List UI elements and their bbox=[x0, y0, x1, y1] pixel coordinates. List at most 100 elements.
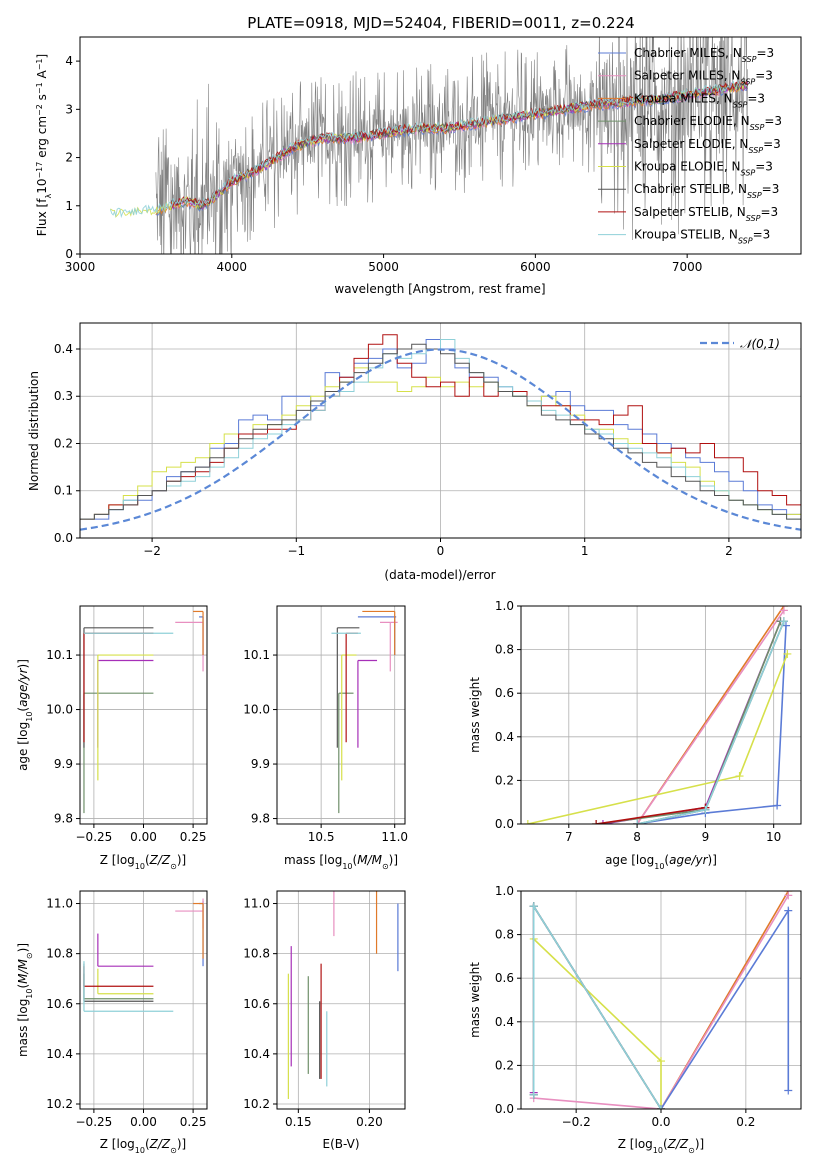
weight-line-chabrier-miles bbox=[636, 625, 787, 824]
legend-sub: SSP bbox=[746, 213, 761, 222]
x-tick-label: −0.25 bbox=[76, 1115, 113, 1129]
grid bbox=[80, 891, 207, 1109]
weight-marker-chabrier-miles bbox=[784, 906, 793, 915]
y-tick-label: 10.0 bbox=[46, 703, 73, 717]
label-part: 10 bbox=[25, 988, 34, 998]
x-tick-label: 0.00 bbox=[130, 1115, 157, 1129]
weight-marker-kroupa-stelib bbox=[779, 617, 788, 626]
weight-marker-salpeter-miles bbox=[784, 891, 793, 900]
label-part: ⊙ bbox=[170, 1146, 177, 1155]
label-part: Z/Z bbox=[149, 1137, 171, 1151]
y-tick-label: 0.0 bbox=[495, 817, 514, 831]
label-part: 10 bbox=[35, 179, 49, 194]
axes-frame bbox=[79, 36, 802, 255]
x-tick-label: 11.0 bbox=[381, 830, 408, 844]
legend-suffix: =3 bbox=[763, 137, 781, 151]
residual-histogram-panel: −2 −1 0 1 2 0.0 0.1 0.2 0.3 0.4 Normed distributio… bbox=[27, 322, 802, 582]
legend-label: Salpeter STELIB, NSSP=3 bbox=[634, 205, 778, 223]
legend-sub: SSP bbox=[733, 100, 748, 109]
weight-marker-kroupa-stelib bbox=[633, 820, 642, 824]
x-axis-label: E(B-V) bbox=[322, 1137, 359, 1151]
label-part: ⊙ bbox=[382, 862, 389, 871]
weight-marker-salpeter-miles bbox=[779, 606, 788, 615]
x-tick-label: 2 bbox=[725, 544, 733, 558]
figure-title: PLATE=0918, MJD=52404, FIBERID=0011, z=0… bbox=[247, 14, 634, 32]
legend-text: Kroupa MILES, N bbox=[634, 91, 733, 105]
weight-line-kroupa-elodie bbox=[527, 653, 789, 824]
x-tick-label: 9 bbox=[702, 830, 710, 844]
y-axis-label: mass weight bbox=[468, 677, 482, 753]
x-tick-label: 0.15 bbox=[285, 1115, 312, 1129]
legend-sub: SSP bbox=[742, 55, 757, 64]
label-part: ( bbox=[16, 707, 30, 712]
x-tick-label: 7 bbox=[565, 830, 573, 844]
mass-vs-metallicity-panel: −0.25 0.00 0.25 10.2 10.4 10.6 10.8 11.0 mass [l… bbox=[16, 890, 208, 1155]
legend-text: Salpeter MILES, N bbox=[634, 69, 741, 83]
legend-sub: SSP bbox=[741, 77, 756, 86]
y-tick-label: 10.8 bbox=[46, 947, 73, 961]
x-axis-label: (data-model)/error bbox=[384, 568, 495, 582]
y-tick-label: 10.8 bbox=[243, 947, 270, 961]
legend-suffix: =3 bbox=[753, 228, 771, 242]
x-axis-label: age [log10(age/yr)] bbox=[605, 853, 717, 871]
y-tick-label: 10.1 bbox=[243, 648, 270, 662]
grid bbox=[277, 891, 405, 1109]
hist-salpeter-stelib bbox=[80, 334, 801, 525]
label-part: ( bbox=[664, 853, 669, 867]
data-spectrum-line bbox=[155, 37, 748, 254]
y-tick-label: 10.1 bbox=[46, 648, 73, 662]
label-part: 10 bbox=[25, 712, 34, 722]
legend-label: Chabrier ELODIE, NSSP=3 bbox=[634, 114, 782, 132]
legend-text: Chabrier MILES, N bbox=[634, 46, 742, 60]
y-tick-label: 10.4 bbox=[243, 1047, 270, 1061]
x-tick-label: 0.25 bbox=[180, 830, 207, 844]
label-part: 10 bbox=[135, 862, 145, 871]
legend-sub: SSP bbox=[747, 191, 762, 200]
legend-label: Kroupa STELIB, NSSP=3 bbox=[634, 228, 770, 246]
label-part: )] bbox=[16, 659, 30, 668]
label-part: mass [log bbox=[284, 853, 342, 867]
label-part: M/M bbox=[16, 958, 30, 983]
hist-chabrier-miles bbox=[80, 339, 801, 525]
legend-suffix: =3 bbox=[755, 160, 773, 174]
x-tick-label: 0.20 bbox=[356, 1115, 383, 1129]
legend-sub: SSP bbox=[738, 236, 753, 245]
label-part: )] bbox=[708, 853, 717, 867]
y-tick-label: 9.9 bbox=[54, 757, 73, 771]
label-part: −17 bbox=[35, 162, 44, 179]
weight-marker-salpeter-stelib bbox=[592, 820, 601, 824]
x-tick-label: −1 bbox=[287, 544, 305, 558]
y-tick-label: 1.0 bbox=[495, 884, 514, 898]
label-part: ( bbox=[145, 853, 150, 867]
weight-marker-kroupa-elodie bbox=[657, 1057, 665, 1066]
y-tick-label: 9.9 bbox=[251, 757, 270, 771]
y-tick-label: 3 bbox=[65, 102, 73, 116]
weight-line-salpeter-miles bbox=[533, 894, 789, 1109]
x-tick-label: 0.2 bbox=[736, 1115, 755, 1129]
hist-chabrier-stelib bbox=[80, 343, 801, 525]
x-tick-label: 5000 bbox=[368, 260, 399, 274]
weight-marker-kroupa-elodie bbox=[523, 820, 532, 824]
label-part: )] bbox=[389, 853, 398, 867]
x-tick-label: 0.0 bbox=[651, 1115, 670, 1129]
label-part: ( bbox=[16, 984, 30, 989]
model-line-salpeter-stelib bbox=[170, 81, 749, 209]
y-tick-label: 0.6 bbox=[495, 686, 514, 700]
x-tick-label: −0.25 bbox=[76, 830, 113, 844]
label-part: 10 bbox=[653, 1146, 663, 1155]
y-tick-label: 11.0 bbox=[243, 897, 270, 911]
legend-label: Kroupa ELODIE, NSSP=3 bbox=[634, 160, 773, 178]
weight-line-kroupa-stelib bbox=[532, 903, 662, 1109]
legend-sub: SSP bbox=[748, 145, 763, 154]
y-tick-label: 2 bbox=[65, 151, 73, 165]
label-part: Z/Z bbox=[667, 1137, 689, 1151]
label-part: M/M bbox=[357, 853, 382, 867]
label-part: mass [log bbox=[16, 999, 30, 1057]
label-part: Z [log bbox=[100, 853, 135, 867]
x-tick-label: 4000 bbox=[217, 260, 248, 274]
label-part: λ bbox=[44, 194, 53, 199]
y-tick-label: 0.4 bbox=[54, 342, 73, 356]
label-part: A bbox=[35, 69, 49, 82]
spectrum-panel: 3000 4000 5000 6000 7000 0 1 2 3 4 Flux [fλ10−17 e… bbox=[35, 36, 802, 296]
massweight-vs-age-panel: 7 8 9 10 0.0 0.2 0.4 0.6 0.8 1.0 mass weight age [l… bbox=[468, 599, 802, 871]
